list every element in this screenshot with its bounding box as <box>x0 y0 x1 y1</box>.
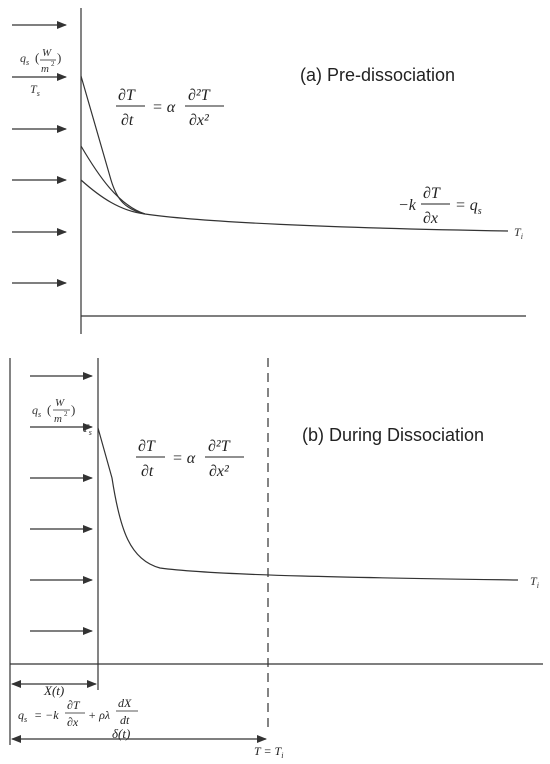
temperature-profile-mid <box>80 145 146 215</box>
svg-text:m: m <box>41 63 49 75</box>
panel-a <box>12 8 526 334</box>
temperature-profile-late <box>80 75 509 232</box>
panel-a-initial-temp-label: Ti <box>514 225 523 241</box>
thermal-depth-label: δ(t) <box>112 726 130 741</box>
svg-text:∂x²: ∂x² <box>209 463 230 480</box>
panel-b-heat-flux-arrows <box>30 372 93 635</box>
svg-text:(: ( <box>47 402 51 417</box>
svg-text:dX: dX <box>118 696 132 710</box>
svg-text:2: 2 <box>64 410 68 418</box>
svg-text:+ ρλ: + ρλ <box>88 708 110 722</box>
svg-text:= qs: = qs <box>455 197 482 217</box>
panel-b-temperature-profile <box>97 427 519 581</box>
panel-a-flux-boundary-equation: −k ∂T ∂x = qs <box>398 185 482 227</box>
front-position-label: X(t) <box>43 683 64 698</box>
panel-b-heat-flux-label: qs ( W m 2 ) <box>32 397 75 425</box>
svg-text:∂²T: ∂²T <box>208 438 231 455</box>
svg-text:∂²T: ∂²T <box>188 87 211 104</box>
stefan-condition-equation: qs = −k ∂T ∂x + ρλ dX dt <box>18 696 138 729</box>
panel-b-surface-temp-label: Ts <box>82 421 92 437</box>
panel-b-title: (b) During Dissociation <box>302 425 484 445</box>
svg-text:= −k: = −k <box>34 708 59 722</box>
svg-text:∂x: ∂x <box>67 715 79 729</box>
svg-text:): ) <box>57 50 61 65</box>
panel-a-heat-flux-arrows <box>12 21 67 287</box>
svg-text:∂T: ∂T <box>118 87 136 104</box>
panel-b-heat-equation: ∂T ∂t = α ∂²T ∂x² <box>136 438 244 480</box>
svg-text:∂t: ∂t <box>141 463 154 480</box>
svg-text:∂t: ∂t <box>121 112 134 129</box>
svg-text:= α: = α <box>152 99 176 116</box>
svg-text:m: m <box>54 413 62 425</box>
panel-a-heat-equation: ∂T ∂t = α ∂²T ∂x² <box>116 87 224 129</box>
svg-text:∂T: ∂T <box>138 438 156 455</box>
panel-a-title: (a) Pre-dissociation <box>300 65 455 85</box>
svg-text:∂x²: ∂x² <box>189 112 210 129</box>
svg-text:∂x: ∂x <box>423 210 438 227</box>
svg-text:∂T: ∂T <box>423 185 441 202</box>
svg-text:−k: −k <box>398 197 417 214</box>
svg-text:W: W <box>55 397 65 409</box>
panel-a-surface-temp-label: Ts <box>30 82 40 98</box>
panel-b-initial-temp-label: Ti <box>530 574 539 590</box>
svg-text:= α: = α <box>172 450 196 467</box>
front-temperature-label: T = Ti <box>254 744 283 760</box>
svg-text:): ) <box>71 402 75 417</box>
svg-text:2: 2 <box>51 60 55 68</box>
panel-a-heat-flux-label: qs ( W m 2 ) <box>20 47 61 75</box>
svg-text:dt: dt <box>120 713 130 727</box>
panel-b <box>9 358 543 745</box>
svg-text:qs: qs <box>32 403 41 419</box>
svg-text:qs: qs <box>18 708 27 724</box>
svg-text:W: W <box>42 47 52 59</box>
svg-text:∂T: ∂T <box>67 698 81 712</box>
svg-text:(: ( <box>35 50 39 65</box>
temperature-profile-early <box>80 179 146 215</box>
svg-text:qs: qs <box>20 51 29 67</box>
